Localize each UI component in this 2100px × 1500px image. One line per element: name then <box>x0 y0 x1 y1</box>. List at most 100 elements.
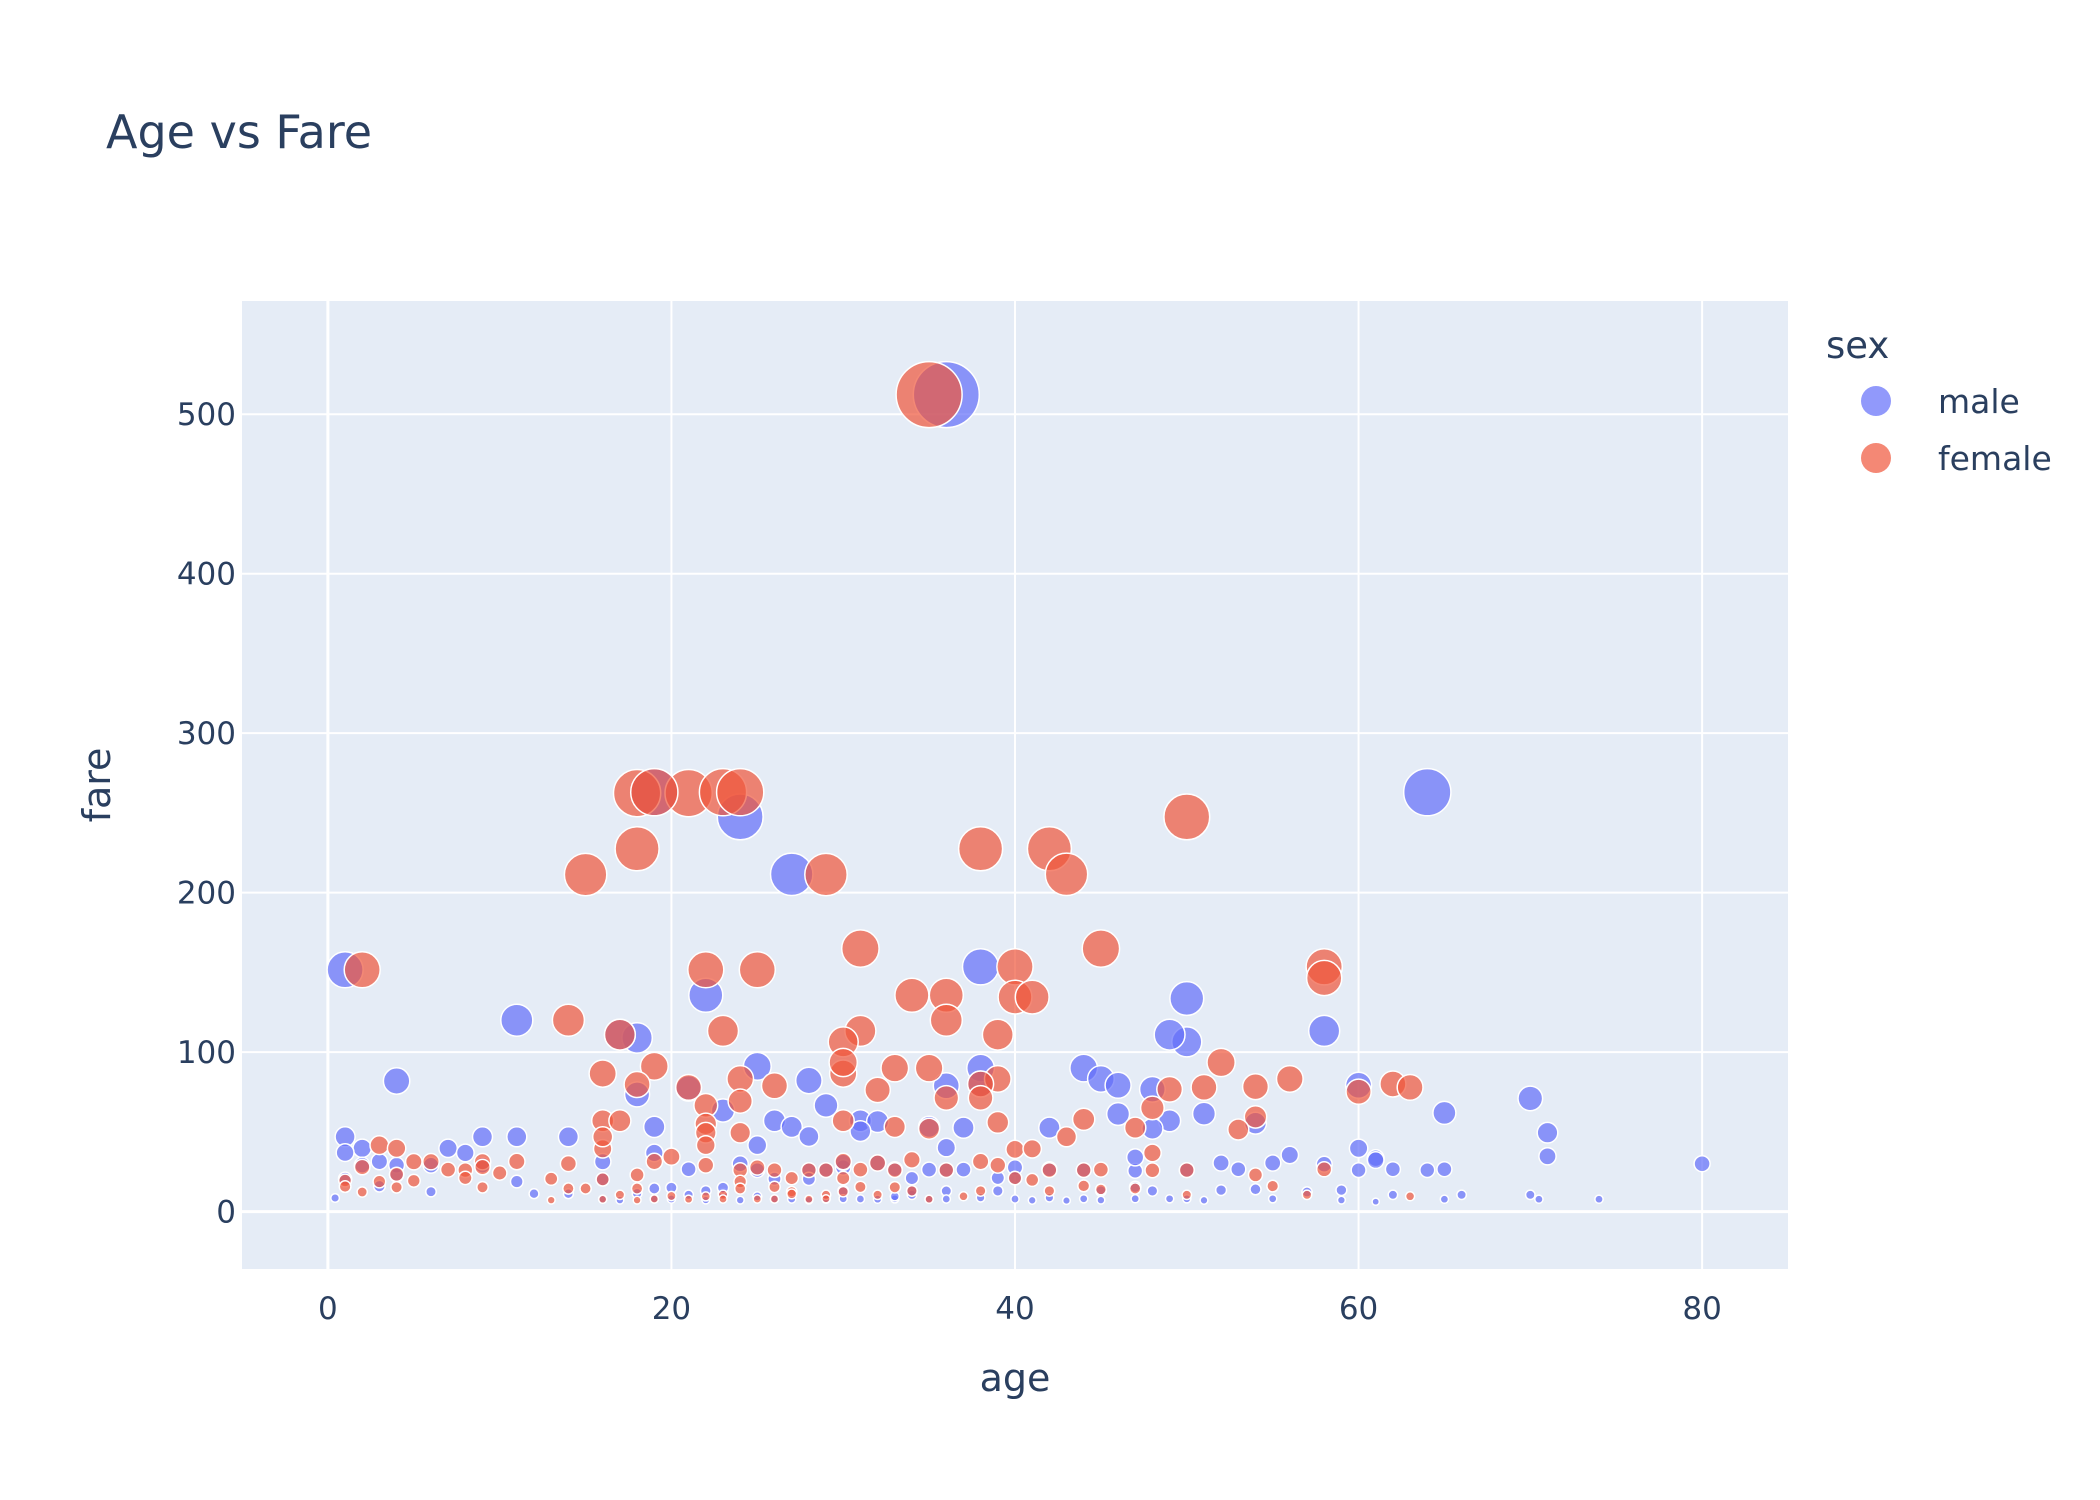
male-point <box>330 1192 341 1204</box>
female-point <box>353 1158 371 1176</box>
male-point <box>335 1142 355 1163</box>
female-point <box>718 1194 728 1204</box>
male-point <box>1214 1183 1228 1197</box>
female-point <box>760 1072 789 1100</box>
female-point <box>476 1180 489 1194</box>
female-point <box>666 1190 677 1202</box>
legend[interactable]: sex male female <box>1826 324 2052 478</box>
female-point <box>958 1191 969 1202</box>
male-point <box>680 1160 697 1178</box>
x-tick-label: 0 <box>318 1291 338 1327</box>
y-axis-title: fare <box>75 748 119 823</box>
male-point <box>1366 1151 1385 1170</box>
male-point <box>849 1119 872 1143</box>
female-point <box>579 1182 592 1195</box>
female-point <box>1156 1075 1184 1103</box>
female-point <box>474 1158 491 1176</box>
female-point <box>639 1051 669 1081</box>
female-point <box>729 1121 752 1144</box>
male-point <box>1348 1138 1369 1159</box>
female-point <box>1081 929 1121 969</box>
female-point <box>1007 1170 1023 1186</box>
female-point <box>804 852 848 897</box>
female-point <box>597 1194 608 1205</box>
legend-item-female[interactable]: female <box>1861 439 2052 478</box>
female-point <box>372 1174 387 1189</box>
female-point <box>404 1152 423 1171</box>
x-tick-label: 40 <box>995 1291 1034 1327</box>
female-point <box>700 1191 712 1202</box>
male-point <box>735 1195 745 1205</box>
female-point <box>1043 1184 1056 1197</box>
female-point <box>888 1180 902 1194</box>
female-point <box>837 1185 850 1198</box>
male-point <box>1199 1195 1209 1205</box>
female-point <box>905 1184 918 1197</box>
female-point <box>491 1165 508 1181</box>
male-point <box>1153 1018 1186 1051</box>
male-point <box>425 1185 437 1198</box>
male-point <box>1125 1148 1145 1167</box>
female-point <box>595 1172 611 1187</box>
male-point <box>1439 1194 1450 1205</box>
female-point <box>687 951 725 989</box>
female-point <box>422 1152 440 1171</box>
male-point <box>1130 1193 1141 1204</box>
male-point <box>798 1125 820 1148</box>
female-point <box>933 1084 960 1111</box>
male-point <box>1693 1154 1711 1173</box>
x-axis-title: age <box>980 1356 1051 1400</box>
female-point <box>1041 1161 1058 1179</box>
female-point <box>546 1195 556 1205</box>
male-point <box>528 1188 540 1200</box>
male-point <box>1419 1161 1436 1179</box>
male-point <box>455 1143 475 1163</box>
female-point <box>1396 1073 1424 1102</box>
female-point <box>1024 1172 1040 1188</box>
male-point <box>1534 1194 1544 1205</box>
male-point <box>1336 1195 1347 1205</box>
female-point <box>974 1184 987 1197</box>
female-point <box>1071 1107 1096 1132</box>
female-point <box>817 1161 835 1179</box>
female-point <box>917 1117 941 1140</box>
male-point <box>941 1194 952 1204</box>
female-point <box>614 1189 626 1201</box>
female-point <box>632 1195 642 1205</box>
male-point <box>370 1152 389 1171</box>
female-point <box>715 767 765 817</box>
female-point <box>1404 1191 1416 1202</box>
male-point <box>1594 1194 1604 1205</box>
female-point <box>1247 1167 1264 1183</box>
female-point <box>649 1194 660 1204</box>
male-point <box>1267 1193 1278 1204</box>
male-point <box>1061 1196 1072 1206</box>
female-point <box>1094 1183 1108 1196</box>
male-point <box>1249 1183 1262 1196</box>
female-point <box>1163 793 1211 841</box>
female-point <box>1243 1104 1268 1129</box>
female-point <box>1128 1182 1142 1195</box>
male-point <box>1335 1183 1348 1197</box>
female-point <box>883 1115 907 1139</box>
legend-item-male[interactable]: male <box>1861 382 2020 421</box>
male-point <box>1263 1154 1282 1172</box>
male-point <box>955 1161 972 1178</box>
female-point <box>388 1166 405 1183</box>
y-tick-label: 100 <box>177 1035 236 1071</box>
male-point <box>382 1067 411 1095</box>
female-point <box>697 1156 715 1174</box>
x-tick-label: 60 <box>1339 1291 1378 1327</box>
female-point <box>706 1014 740 1048</box>
male-point <box>813 1092 839 1119</box>
female-point <box>800 1161 818 1179</box>
female-point <box>1301 1189 1313 1201</box>
female-point <box>981 1018 1014 1051</box>
male-point <box>1536 1121 1559 1144</box>
female-point <box>695 1135 716 1156</box>
female-point <box>559 1154 578 1173</box>
female-point <box>645 1152 664 1171</box>
female-point <box>840 929 880 969</box>
male-point <box>506 1126 528 1148</box>
